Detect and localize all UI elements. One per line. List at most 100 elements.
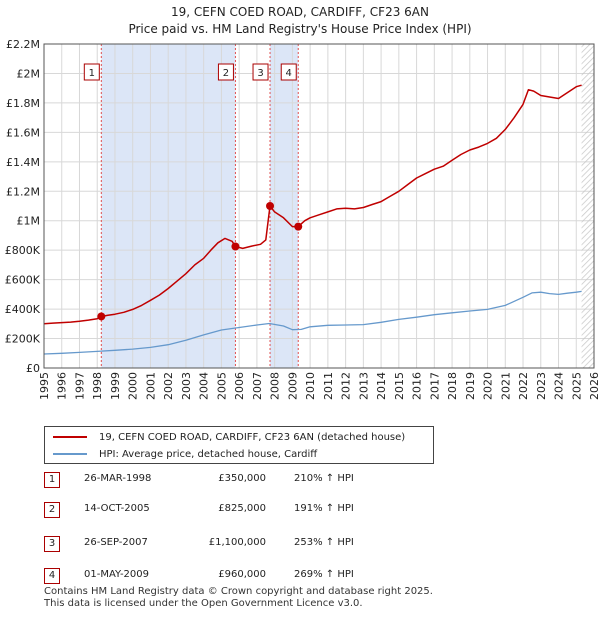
sale-row: 4 01-MAY-2009 £960,000 269% ↑ HPI [44,568,444,586]
legend-label-property: 19, CEFN COED ROAD, CARDIFF, CF23 6AN (d… [99,431,406,443]
sale-row-marker: 2 [44,502,60,518]
footer: Contains HM Land Registry data © Crown c… [44,586,433,610]
x-tick-label: 2000 [127,372,140,400]
sale-row-marker: 4 [44,568,60,584]
legend-swatch-property [53,436,87,438]
subtitle-text: Price paid vs. HM Land Registry's House … [128,22,472,36]
sale-date: 14-OCT-2005 [84,503,150,514]
legend: 19, CEFN COED ROAD, CARDIFF, CF23 6AN (d… [44,426,434,464]
sale-point [266,202,275,210]
x-tick-label: 2022 [517,372,530,400]
sale-price: £350,000 [218,473,266,484]
x-tick-label: 2024 [553,372,566,400]
x-tick-label: 2004 [198,372,211,400]
x-tick-label: 1999 [109,372,122,400]
sale-marker-box [252,63,269,81]
y-tick-label: £600K [5,274,41,287]
sale-points [97,202,303,321]
sale-hpi-change: 191% ↑ HPI [294,503,354,514]
hpi-line [43,290,582,355]
y-tick-label: £2.2M [6,38,40,51]
x-tick-label: 2007 [251,372,264,400]
sale-date: 26-SEP-2007 [84,537,148,548]
sale-hpi-change: 210% ↑ HPI [294,473,354,484]
sale-marker-label: 1 [89,68,95,79]
x-tick-label: 2023 [535,372,548,400]
sale-marker-label: 2 [223,68,229,79]
y-tick-labels: £0 £200K £400K £600K £800K £1M £1.2M £1.4M £1.6M… [5,38,41,375]
x-tick-label: 2006 [233,372,246,400]
x-tick-label: 2010 [304,372,317,400]
sale-hpi-change: 269% ↑ HPI [294,569,354,580]
sale-row: 1 26-MAR-1998 £350,000 210% ↑ HPI [44,472,444,490]
y-tick-label: £2M [17,67,41,80]
x-tick-label: 1995 [38,372,51,400]
x-tick-label: 2011 [322,372,335,400]
x-tick-label: 2002 [162,372,175,400]
x-tick-label: 2019 [464,372,477,400]
chart-title: 19, CEFN COED ROAD, CARDIFF, CF23 6AN Pr… [0,4,600,38]
y-tick-label: £1.6M [6,126,40,139]
x-tick-label: 2026 [588,372,600,400]
sale-price: £825,000 [218,503,266,514]
legend-swatch-hpi [53,453,87,455]
x-tick-label: 2018 [446,372,459,400]
sale-date: 26-MAR-1998 [84,473,152,484]
x-tick-label: 1998 [91,372,104,400]
plot-frame [43,43,595,369]
x-tick-label: 2003 [180,372,193,400]
sale-marker-box [217,63,234,81]
x-tick-label: 1996 [56,372,69,400]
sale-row: 2 14-OCT-2005 £825,000 191% ↑ HPI [44,502,444,520]
x-tick-label: 2012 [340,372,353,400]
footer-licence: This data is licensed under the Open Gov… [44,598,363,609]
x-tick-label: 2001 [144,372,157,400]
x-tick-label: 2014 [375,372,388,400]
property-line [43,84,582,325]
x-tick-labels: 1995 1996 1997 1998 1999 2000 2001 2002 2003 2004… [38,372,600,400]
y-tick-label: £1.2M [6,185,40,198]
price-chart: 1 2 3 4 £0 £200K £400K £600K £800K £1M £1.2M £1.4M… [5,38,600,400]
future-region [581,44,594,368]
y-tick-label: £400K [5,303,41,316]
x-tick-label: 2013 [357,372,370,400]
future-hatch [581,44,594,368]
sale-price: £1,100,000 [208,537,266,548]
sale-marker-label: 3 [257,68,263,79]
sale-row-marker: 3 [44,536,60,552]
sale-marker-box [280,63,297,81]
sale-row: 3 26-SEP-2007 £1,100,000 253% ↑ HPI [44,536,444,554]
x-tick-label: 2009 [286,372,299,400]
gridlines [43,43,595,369]
x-tick-label: 2016 [411,372,424,400]
sale-point [231,242,240,251]
y-tick-label: £1.8M [6,97,40,110]
x-tick-label: 2017 [428,372,441,400]
title-text: 19, CEFN COED ROAD, CARDIFF, CF23 6AN [171,5,429,19]
y-tick-label: £1.4M [6,156,40,169]
sale-markers: 1 2 3 4 [83,63,297,81]
y-tick-label: £0 [26,362,40,375]
x-tick-label: 1997 [73,372,86,400]
y-tick-label: £800K [5,244,41,257]
sale-point [294,222,303,231]
sale-marker-label: 4 [286,68,292,79]
x-tick-label: 2021 [499,372,512,400]
footer-copyright: Contains HM Land Registry data © Crown c… [44,586,433,597]
sale-hpi-change: 253% ↑ HPI [294,537,354,548]
legend-label-hpi: HPI: Average price, detached house, Card… [99,448,318,460]
sale-point [97,312,106,321]
legend-item-hpi: HPI: Average price, detached house, Card… [53,446,317,462]
x-tick-label: 2008 [269,372,282,400]
x-tick-label: 2020 [482,372,495,400]
series-lines [43,84,582,355]
x-tick-label: 2015 [393,372,406,400]
y-tick-label: £200K [5,333,41,346]
legend-item-property: 19, CEFN COED ROAD, CARDIFF, CF23 6AN (d… [53,429,405,445]
y-tick-label: £1M [17,215,41,228]
sale-date: 01-MAY-2009 [84,569,150,580]
sale-price: £960,000 [218,569,266,580]
sale-row-marker: 1 [44,472,60,488]
sale-marker-box [83,63,100,81]
x-tick-label: 2025 [570,372,583,400]
